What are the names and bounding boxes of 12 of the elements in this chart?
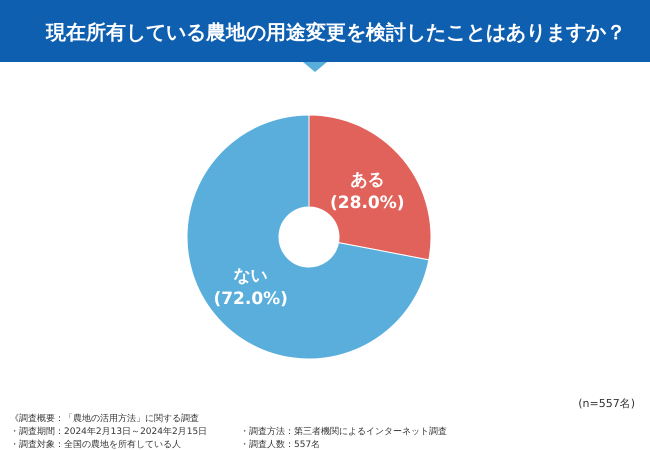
text: ・調査期間：2024年2月13日～2024年2月15日 xyxy=(10,426,208,437)
text: ・調査人数：557名 xyxy=(240,439,320,450)
text: 《調査概要：「農地の活用方法」に関する調査 xyxy=(10,413,199,424)
data-label: (28.0%) xyxy=(330,192,405,213)
data-label: (72.0%) xyxy=(213,289,288,310)
donut-slice xyxy=(186,114,430,360)
text: (n=557名) xyxy=(578,397,635,410)
text: ・調査対象：全国の農地を所有している人 xyxy=(10,439,181,450)
slice-label: ある xyxy=(350,170,384,190)
slice-label: ない xyxy=(234,266,268,286)
chart-title: 現在所有している農地の用途変更を検討したことはありますか？ xyxy=(45,20,626,44)
text: ・調査方法：第三者機関によるインターネット調査 xyxy=(240,426,447,437)
